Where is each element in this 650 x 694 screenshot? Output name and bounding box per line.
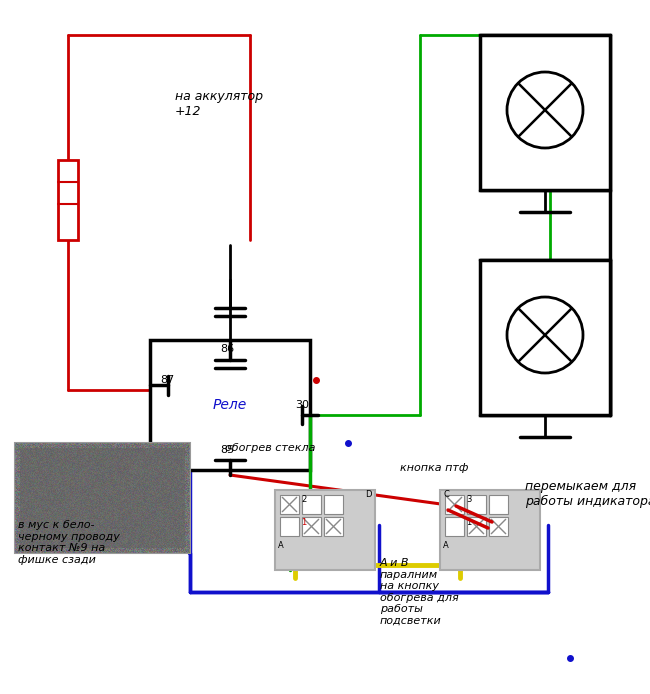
Bar [467, 517, 486, 536]
Text: A: A [443, 541, 448, 550]
Text: 30: 30 [295, 400, 309, 410]
Circle shape [507, 297, 583, 373]
Bar [440, 490, 540, 570]
Bar [324, 517, 343, 536]
Text: в мус к бело-
черному проводу
контакт №9 на
фишке сзади: в мус к бело- черному проводу контакт №9… [18, 520, 120, 565]
Bar [480, 260, 610, 415]
Bar [445, 495, 464, 514]
Bar [489, 495, 508, 514]
Circle shape [507, 72, 583, 148]
Bar [280, 495, 299, 514]
Bar [275, 490, 375, 570]
Bar [150, 340, 310, 470]
Text: Реле: Реле [213, 398, 247, 412]
Bar [480, 35, 610, 190]
Bar [302, 495, 321, 514]
Text: D: D [365, 490, 372, 499]
Text: кнопка птф: кнопка птф [400, 463, 469, 473]
Text: на аккулятор
+12: на аккулятор +12 [175, 90, 263, 118]
Text: 2: 2 [301, 495, 306, 504]
Text: А и В
паралним
на кнопку
обогрева для
работы
подсветки: А и В паралним на кнопку обогрева для ра… [380, 558, 459, 626]
Text: A: A [278, 541, 284, 550]
Text: C: C [443, 490, 449, 499]
Text: 1: 1 [301, 518, 306, 527]
Text: 87: 87 [160, 375, 174, 385]
Text: обогрев стекла: обогрев стекла [225, 443, 315, 453]
Text: 86: 86 [220, 344, 234, 354]
Bar [489, 517, 508, 536]
Bar [445, 517, 464, 536]
Bar [302, 517, 321, 536]
Text: 85: 85 [220, 445, 234, 455]
Bar [58, 160, 78, 240]
Bar [15, 443, 190, 553]
Bar [324, 495, 343, 514]
Bar [467, 495, 486, 514]
Bar [20, 448, 185, 548]
Text: перемыкаем для
работы индикатора: перемыкаем для работы индикатора [525, 480, 650, 508]
Text: 3: 3 [466, 495, 471, 504]
Text: 1: 1 [466, 518, 471, 527]
Bar [280, 517, 299, 536]
